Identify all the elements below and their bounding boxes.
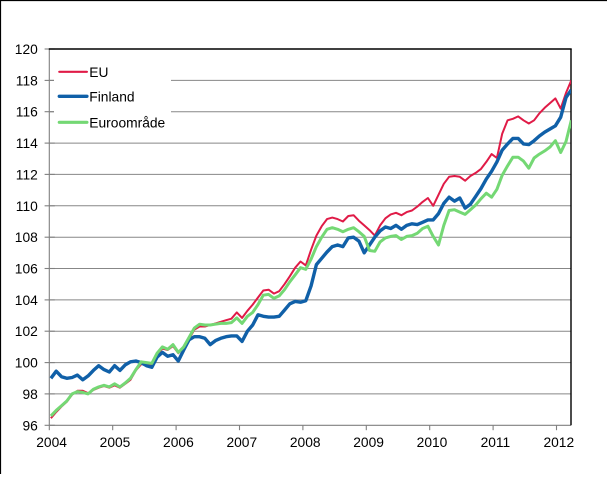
svg-text:110: 110 bbox=[16, 199, 38, 214]
svg-text:2009: 2009 bbox=[353, 435, 384, 450]
svg-text:96: 96 bbox=[22, 418, 38, 433]
svg-text:116: 116 bbox=[16, 105, 38, 120]
svg-text:98: 98 bbox=[22, 387, 38, 402]
svg-text:120: 120 bbox=[15, 42, 38, 57]
svg-text:2004: 2004 bbox=[36, 435, 67, 450]
svg-text:118: 118 bbox=[16, 73, 38, 88]
svg-text:108: 108 bbox=[15, 230, 38, 245]
svg-text:112: 112 bbox=[16, 167, 38, 182]
svg-text:2011: 2011 bbox=[481, 435, 511, 450]
svg-text:2012: 2012 bbox=[543, 435, 574, 450]
svg-text:2008: 2008 bbox=[290, 435, 321, 450]
svg-text:2010: 2010 bbox=[417, 435, 448, 450]
svg-text:2005: 2005 bbox=[100, 435, 131, 450]
svg-text:Euroområde: Euroområde bbox=[89, 115, 165, 130]
svg-text:2006: 2006 bbox=[163, 435, 194, 450]
svg-text:100: 100 bbox=[15, 356, 38, 371]
svg-text:114: 114 bbox=[16, 136, 38, 151]
svg-text:102: 102 bbox=[15, 324, 38, 339]
svg-text:106: 106 bbox=[15, 262, 38, 277]
svg-text:104: 104 bbox=[15, 293, 38, 308]
svg-text:2007: 2007 bbox=[226, 435, 257, 450]
svg-text:EU: EU bbox=[89, 65, 108, 80]
svg-text:Finland: Finland bbox=[89, 89, 134, 104]
